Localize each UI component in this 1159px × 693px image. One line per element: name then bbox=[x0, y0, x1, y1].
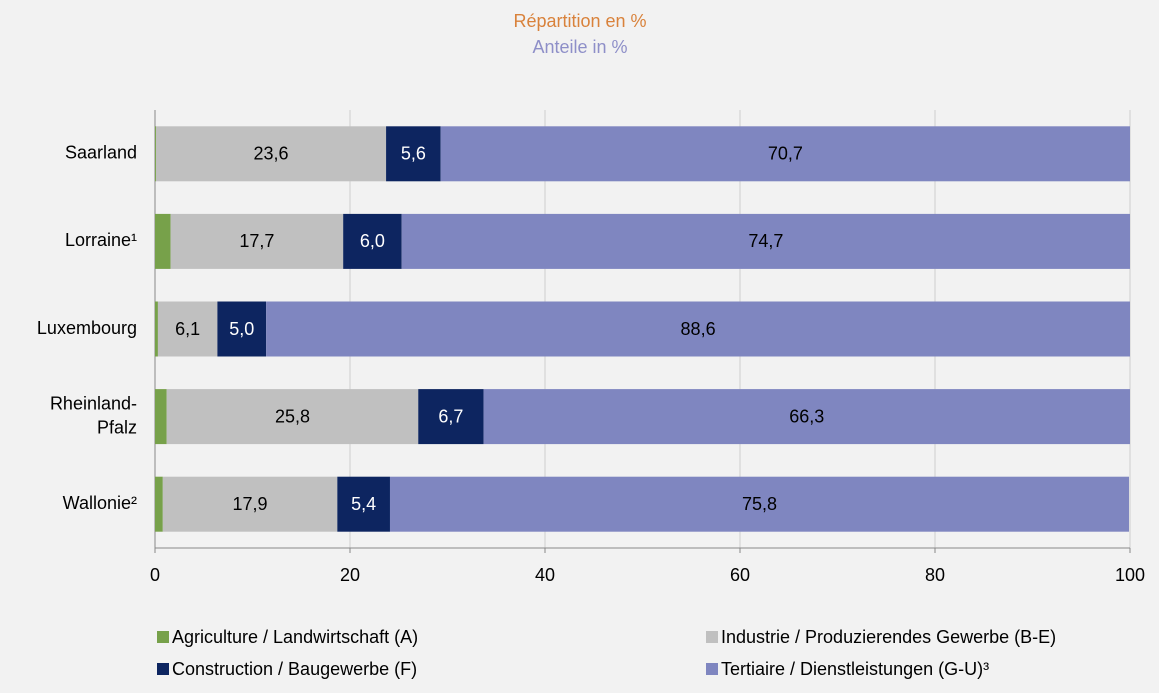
bar-segment bbox=[155, 213, 171, 269]
y-tick-label: Luxembourg bbox=[37, 318, 137, 338]
bar-segment bbox=[418, 389, 484, 445]
y-tick-label: Wallonie² bbox=[63, 493, 137, 513]
y-tick-label: Rheinland-Pfalz bbox=[50, 393, 137, 437]
bar-segment bbox=[217, 301, 267, 357]
data-label: 66,3 bbox=[789, 406, 824, 426]
legend-item: Industrie / Produzierendes Gewerbe (B-E) bbox=[706, 627, 1056, 647]
x-tick-label: 100 bbox=[1115, 565, 1145, 585]
data-label: 5,6 bbox=[401, 144, 426, 164]
bar-segment bbox=[155, 126, 387, 182]
data-label: 23,6 bbox=[254, 144, 289, 164]
bar-segment bbox=[166, 389, 419, 445]
bar-segment bbox=[440, 126, 1130, 182]
legend-item: Tertiaire / Dienstleistungen (G-U)³ bbox=[706, 659, 989, 679]
legend-label: Tertiaire / Dienstleistungen (G-U)³ bbox=[721, 659, 989, 679]
y-tick-label: Saarland bbox=[65, 143, 137, 163]
bar-segment bbox=[170, 213, 344, 269]
data-label: 6,1 bbox=[175, 319, 200, 339]
chart-subtitle: Anteile in % bbox=[532, 37, 627, 57]
data-label: 74,7 bbox=[748, 231, 783, 251]
bar-segment bbox=[389, 476, 1130, 532]
x-tick-label: 40 bbox=[535, 565, 555, 585]
data-label: 6,7 bbox=[438, 406, 463, 426]
bar-segment bbox=[343, 213, 402, 269]
data-label: 17,7 bbox=[239, 231, 274, 251]
bar-segment bbox=[386, 126, 441, 182]
data-label: 25,8 bbox=[275, 406, 310, 426]
bar-segment bbox=[483, 389, 1130, 445]
data-label: 70,7 bbox=[768, 144, 803, 164]
legend-swatch bbox=[706, 631, 718, 643]
x-tick-label: 60 bbox=[730, 565, 750, 585]
bar-segment bbox=[155, 301, 158, 357]
y-tick-label: Lorraine¹ bbox=[65, 230, 137, 250]
legend-swatch bbox=[157, 631, 169, 643]
legend-label: Construction / Baugewerbe (F) bbox=[172, 659, 417, 679]
bar-segment bbox=[401, 213, 1130, 269]
legend-item: Construction / Baugewerbe (F) bbox=[157, 659, 417, 679]
chart-title: Répartition en % bbox=[513, 11, 646, 31]
bar-segment bbox=[266, 301, 1130, 357]
legend-swatch bbox=[706, 663, 718, 675]
bar-segment bbox=[162, 476, 338, 532]
bar-segment bbox=[155, 476, 163, 532]
bar-segment bbox=[157, 301, 218, 357]
data-label: 6,0 bbox=[360, 231, 385, 251]
data-label: 5,0 bbox=[229, 319, 254, 339]
data-label: 88,6 bbox=[681, 319, 716, 339]
data-label: 5,4 bbox=[351, 494, 376, 514]
x-tick-label: 20 bbox=[340, 565, 360, 585]
x-tick-label: 0 bbox=[150, 565, 160, 585]
x-tick-label: 80 bbox=[925, 565, 945, 585]
legend-swatch bbox=[157, 663, 169, 675]
data-label: 17,9 bbox=[233, 494, 268, 514]
data-label: 75,8 bbox=[742, 494, 777, 514]
bar-segment bbox=[337, 476, 390, 532]
legend-label: Agriculture / Landwirtschaft (A) bbox=[172, 627, 418, 647]
legend-item: Agriculture / Landwirtschaft (A) bbox=[157, 627, 418, 647]
bar-segment bbox=[155, 126, 156, 182]
legend-label: Industrie / Produzierendes Gewerbe (B-E) bbox=[721, 627, 1056, 647]
bar-segment bbox=[155, 389, 167, 445]
